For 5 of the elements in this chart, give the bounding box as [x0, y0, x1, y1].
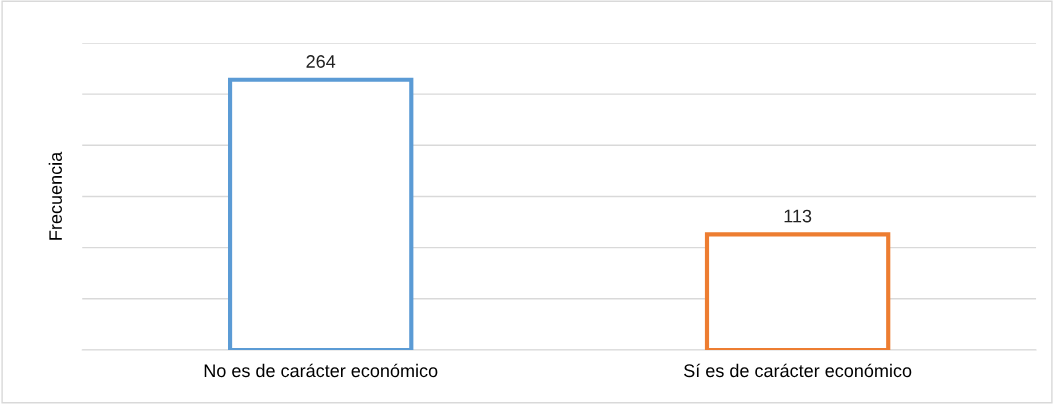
x-tick-label: No es de carácter económico [204, 363, 438, 378]
x-tick-label: Sí es de carácter económico [684, 363, 912, 378]
data-label: 113 [784, 209, 812, 223]
data-label: 264 [306, 55, 336, 68]
y-axis-title: Frecuencia [48, 151, 62, 240]
